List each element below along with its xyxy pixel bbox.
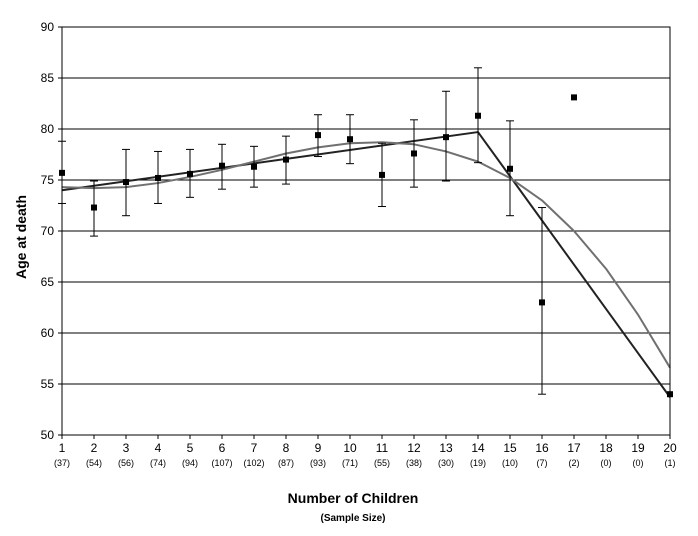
sample-size-label: (94) — [182, 458, 198, 468]
x-tick-label: 9 — [315, 441, 322, 455]
sample-size-label: (0) — [601, 458, 612, 468]
x-tick-label: 18 — [599, 441, 613, 455]
x-axis-label: Number of Children — [288, 490, 419, 506]
sample-size-label: (107) — [211, 458, 232, 468]
data-point-2 — [91, 204, 97, 211]
y-tick-label: 90 — [41, 20, 55, 34]
sample-size-label: (7) — [537, 458, 548, 468]
x-tick-label: 17 — [567, 441, 581, 455]
gridlines — [58, 26, 671, 439]
sample-size-label: (30) — [438, 458, 454, 468]
x-tick-label: 20 — [663, 441, 677, 455]
sample-size-label: (2) — [569, 458, 580, 468]
sample-size-label: (55) — [374, 458, 390, 468]
data-point-3 — [123, 179, 129, 186]
x-tick-label: 12 — [407, 441, 421, 455]
sample-size-label: (0) — [633, 458, 644, 468]
x-tick-label: 14 — [471, 441, 485, 455]
data-point-5 — [187, 170, 193, 177]
y-axis-label: Age at death — [13, 195, 29, 279]
sample-size-label: (19) — [470, 458, 486, 468]
x-tick-label: 16 — [535, 441, 549, 455]
y-tick-label: 55 — [41, 377, 55, 391]
plot-area-border — [61, 26, 671, 436]
sample-size-label: (71) — [342, 458, 358, 468]
x-tick-label: 5 — [187, 441, 194, 455]
fit-curve-line — [61, 141, 671, 369]
sample-size-label: (56) — [118, 458, 134, 468]
y-tick-label: 80 — [41, 122, 55, 136]
sample-size-label: (102) — [243, 458, 264, 468]
data-point-6 — [219, 162, 225, 169]
data-point-10 — [347, 136, 353, 143]
sample-size-label: (37) — [54, 458, 70, 468]
y-tick-label: 60 — [41, 326, 55, 340]
data-point-13 — [443, 134, 449, 141]
sample-size-label: (1) — [665, 458, 676, 468]
x-tick-label: 6 — [219, 441, 226, 455]
data-point-16 — [539, 299, 545, 306]
x-tick-label: 1 — [59, 441, 66, 455]
y-tick-label: 70 — [41, 224, 55, 238]
y-tick-label: 65 — [41, 275, 55, 289]
x-tick-label: 8 — [283, 441, 290, 455]
sample-size-label: (38) — [406, 458, 422, 468]
x-tick-label: 3 — [123, 441, 130, 455]
y-tick-labels: 50 55 60 65 70 75 80 85 90 — [41, 20, 55, 442]
data-point-7 — [251, 163, 257, 170]
x-axis-sublabel: (Sample Size) — [320, 513, 385, 524]
y-tick-label: 75 — [41, 173, 55, 187]
x-tick-label: 19 — [631, 441, 645, 455]
sample-size-label: (54) — [86, 458, 102, 468]
x-tick-label: 15 — [503, 441, 517, 455]
x-tick-labels: 1 (37) 2 (54) 3 (56) 4 (74) 5 (94) 6 (107) 7 (102) 8 (8… — [54, 441, 677, 468]
x-tick-label: 13 — [439, 441, 453, 455]
fit-piecewise-line — [61, 131, 671, 398]
data-point-4 — [155, 174, 161, 181]
sample-size-label: (87) — [278, 458, 294, 468]
sample-size-label: (10) — [502, 458, 518, 468]
fit-lines — [61, 131, 671, 398]
data-point-12 — [411, 150, 417, 157]
data-point-8 — [283, 156, 289, 163]
x-tick-label: 10 — [343, 441, 357, 455]
data-point-9 — [315, 132, 321, 139]
y-tick-label: 50 — [41, 428, 55, 442]
sample-size-label: (74) — [150, 458, 166, 468]
x-tick-label: 11 — [376, 441, 389, 455]
x-tick-label: 4 — [155, 441, 162, 455]
data-point-17 — [571, 94, 577, 101]
y-tick-label: 85 — [41, 71, 55, 85]
x-tick-label: 2 — [91, 441, 98, 455]
data-points — [59, 94, 673, 398]
data-point-14 — [475, 112, 481, 119]
sample-size-label: (93) — [310, 458, 326, 468]
x-tick-label: 7 — [251, 441, 258, 455]
data-point-15 — [507, 165, 513, 172]
data-point-11 — [379, 171, 385, 178]
